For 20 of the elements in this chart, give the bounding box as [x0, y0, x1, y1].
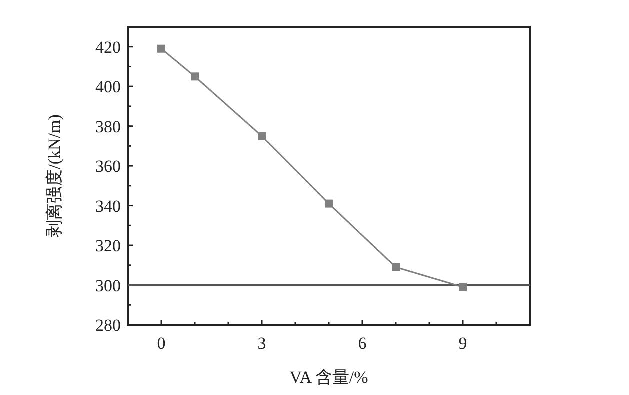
y-axis-title: 剥离强度/(kN/m) [45, 114, 64, 238]
point [325, 200, 333, 208]
point [191, 72, 199, 81]
point [158, 44, 166, 53]
point [392, 263, 400, 272]
point [258, 132, 266, 140]
y-tick-label: 300 [96, 276, 121, 296]
y-tick-label: 380 [96, 117, 121, 136]
x-tick-label: 6 [358, 334, 367, 353]
x-tick-label: 3 [258, 334, 266, 353]
y-tick-label: 340 [96, 196, 121, 216]
x-tick-label: 9 [458, 334, 468, 353]
y-tick-label: 320 [96, 236, 121, 256]
y-tick-label: 420 [96, 38, 121, 57]
x-axis-title: VA 含量/% [290, 368, 368, 387]
point [459, 283, 467, 292]
y-tick-label: 280 [96, 316, 121, 335]
y-tick-label: 400 [96, 78, 121, 97]
y-tick-label: 360 [96, 157, 121, 176]
x-tick-label: 0 [157, 334, 166, 353]
